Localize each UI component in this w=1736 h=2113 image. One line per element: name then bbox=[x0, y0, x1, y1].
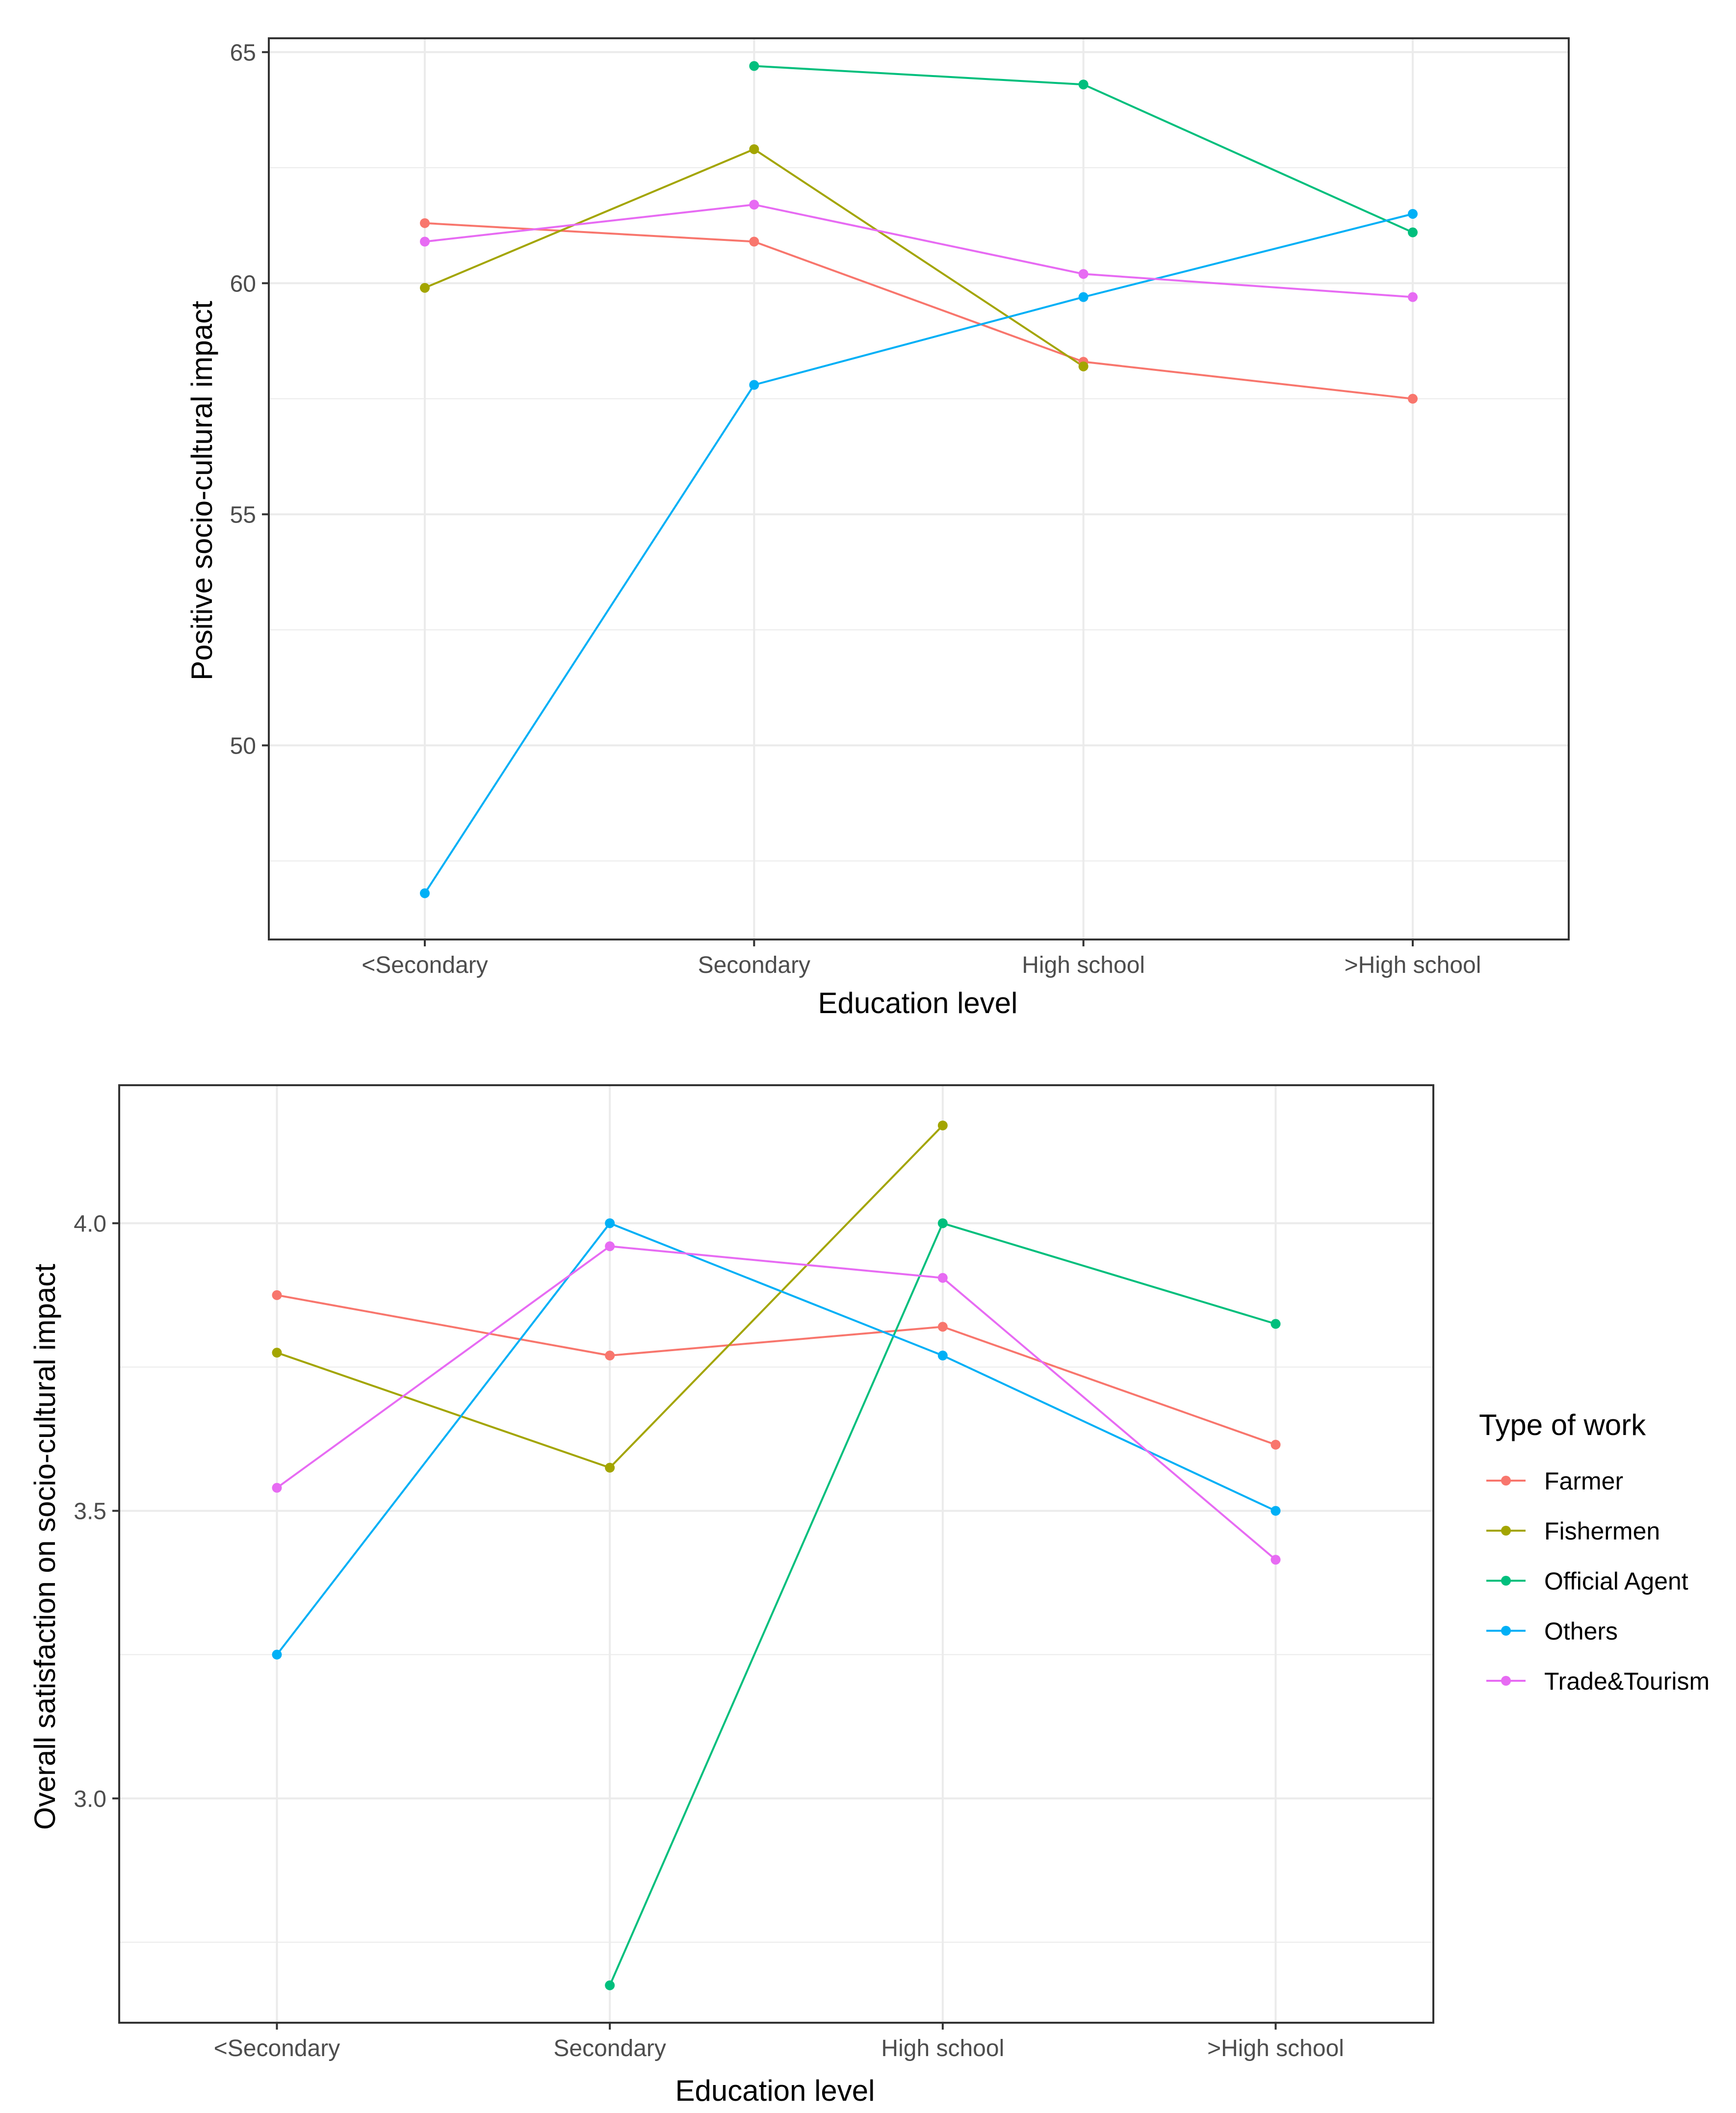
data-point-trade-tourism bbox=[272, 1483, 282, 1493]
data-point-fishermen bbox=[1078, 361, 1088, 371]
series-line-farmer bbox=[277, 1294, 1276, 1446]
data-point-farmer bbox=[1270, 1439, 1281, 1450]
data-point-others bbox=[1408, 209, 1418, 219]
series-lines bbox=[424, 65, 1413, 894]
axis-ticks bbox=[112, 1222, 1277, 2030]
legend-item-official-agent: Official Agent bbox=[1486, 1567, 1688, 1595]
y-tick-labels: 3.0 3.5 4.0 bbox=[74, 1211, 106, 1812]
data-point-official-agent bbox=[937, 1218, 948, 1228]
legend-key-point bbox=[1501, 1476, 1511, 1486]
x-tick-label: >High school bbox=[1207, 2035, 1344, 2061]
series-line-farmer bbox=[424, 222, 1413, 400]
series-line-others bbox=[424, 213, 1413, 894]
legend-key-point bbox=[1501, 1626, 1511, 1636]
legend-label: Official Agent bbox=[1544, 1567, 1688, 1595]
chart-top: 50 55 60 65 <Secondary Secondary High school >… bbox=[185, 37, 1570, 1019]
y-tick-label: 3.5 bbox=[74, 1499, 106, 1525]
data-point-trade-tourism bbox=[937, 1273, 948, 1283]
data-point-official-agent bbox=[1408, 227, 1418, 237]
data-point-farmer bbox=[605, 1351, 615, 1361]
legend-label: Trade&Tourism bbox=[1544, 1668, 1710, 1695]
data-point-others bbox=[605, 1218, 615, 1228]
y-tick-label: 50 bbox=[230, 733, 256, 759]
x-tick-label: Secondary bbox=[553, 2035, 666, 2061]
series-points bbox=[272, 1121, 1281, 1990]
data-point-others bbox=[420, 888, 430, 898]
data-point-trade-tourism bbox=[420, 236, 430, 247]
data-point-trade-tourism bbox=[1408, 292, 1418, 302]
data-point-farmer bbox=[1408, 393, 1418, 404]
plot-frame bbox=[118, 1084, 1434, 2024]
x-tick-label: <Secondary bbox=[214, 2035, 340, 2061]
x-axis-title: Education level bbox=[818, 987, 1018, 1019]
x-tick-label: >High school bbox=[1345, 952, 1481, 978]
series-line-trade-tourism bbox=[276, 1245, 1276, 1561]
y-tick-label: 60 bbox=[230, 271, 256, 297]
series-line-trade-tourism bbox=[424, 204, 1413, 298]
legend-key-point bbox=[1501, 1676, 1511, 1686]
data-point-official-agent bbox=[605, 1980, 615, 1990]
data-point-fishermen bbox=[420, 283, 430, 293]
series-line-others bbox=[276, 1222, 1276, 1655]
chart-bottom: 3.0 3.5 4.0 <Secondary Secondary High school… bbox=[28, 1084, 1434, 2107]
y-tick-label: 55 bbox=[230, 502, 256, 528]
legend-key-point bbox=[1501, 1526, 1511, 1536]
x-axis-title: Education level bbox=[675, 2074, 875, 2107]
legend-label: Fishermen bbox=[1544, 1517, 1660, 1545]
axis-ticks bbox=[262, 51, 1414, 946]
y-tick-label: 65 bbox=[230, 40, 256, 66]
data-point-farmer bbox=[749, 236, 759, 247]
x-tick-labels: <Secondary Secondary High school >High scho… bbox=[214, 2035, 1344, 2061]
data-point-official-agent bbox=[749, 61, 759, 71]
legend-item-trade-tourism: Trade&Tourism bbox=[1486, 1668, 1710, 1695]
y-tick-labels: 50 55 60 65 bbox=[230, 40, 256, 759]
legend-item-farmer: Farmer bbox=[1486, 1467, 1623, 1495]
x-tick-label: <Secondary bbox=[362, 952, 488, 978]
x-tick-label: High school bbox=[881, 2035, 1004, 2061]
series-lines bbox=[276, 1124, 1276, 1986]
data-point-fishermen bbox=[937, 1121, 948, 1131]
data-point-farmer bbox=[937, 1322, 948, 1332]
series-points bbox=[420, 61, 1418, 898]
data-point-farmer bbox=[420, 218, 430, 228]
x-tick-label: High school bbox=[1022, 952, 1145, 978]
data-point-fishermen bbox=[272, 1348, 282, 1358]
data-point-trade-tourism bbox=[605, 1241, 615, 1252]
data-point-fishermen bbox=[605, 1462, 615, 1473]
legend-title: Type of work bbox=[1479, 1409, 1646, 1441]
legend-label: Farmer bbox=[1544, 1467, 1623, 1495]
data-point-official-agent bbox=[1078, 79, 1088, 90]
data-point-farmer bbox=[272, 1290, 282, 1300]
x-tick-labels: <Secondary Secondary High school >High scho… bbox=[362, 952, 1481, 978]
grid bbox=[269, 38, 1569, 939]
grid bbox=[119, 1085, 1433, 2023]
legend-item-others: Others bbox=[1486, 1617, 1618, 1645]
data-point-others bbox=[1270, 1506, 1281, 1516]
y-axis-title: Overall satisfaction on socio-cultural i… bbox=[28, 1264, 61, 1830]
data-point-others bbox=[1078, 292, 1088, 302]
legend: Type of work Farmer Fishermen Official Age… bbox=[1479, 1409, 1710, 1695]
data-point-others bbox=[937, 1351, 948, 1361]
x-tick-label: Secondary bbox=[698, 952, 810, 978]
legend-label: Others bbox=[1544, 1617, 1618, 1645]
y-axis-title: Positive socio-cultural impact bbox=[185, 301, 218, 680]
data-point-others bbox=[749, 380, 759, 390]
data-point-fishermen bbox=[749, 144, 759, 155]
legend-key-point bbox=[1501, 1576, 1511, 1586]
plot-frame bbox=[268, 37, 1570, 940]
legend-items: Farmer Fishermen Official Agent Others Trade… bbox=[1486, 1467, 1710, 1695]
y-tick-label: 3.0 bbox=[74, 1786, 106, 1812]
data-point-others bbox=[272, 1649, 282, 1660]
data-point-official-agent bbox=[1270, 1319, 1281, 1329]
data-point-trade-tourism bbox=[1270, 1555, 1281, 1565]
data-point-trade-tourism bbox=[749, 200, 759, 210]
data-point-trade-tourism bbox=[1078, 269, 1088, 279]
y-tick-label: 4.0 bbox=[74, 1211, 106, 1237]
legend-item-fishermen: Fishermen bbox=[1486, 1517, 1660, 1545]
